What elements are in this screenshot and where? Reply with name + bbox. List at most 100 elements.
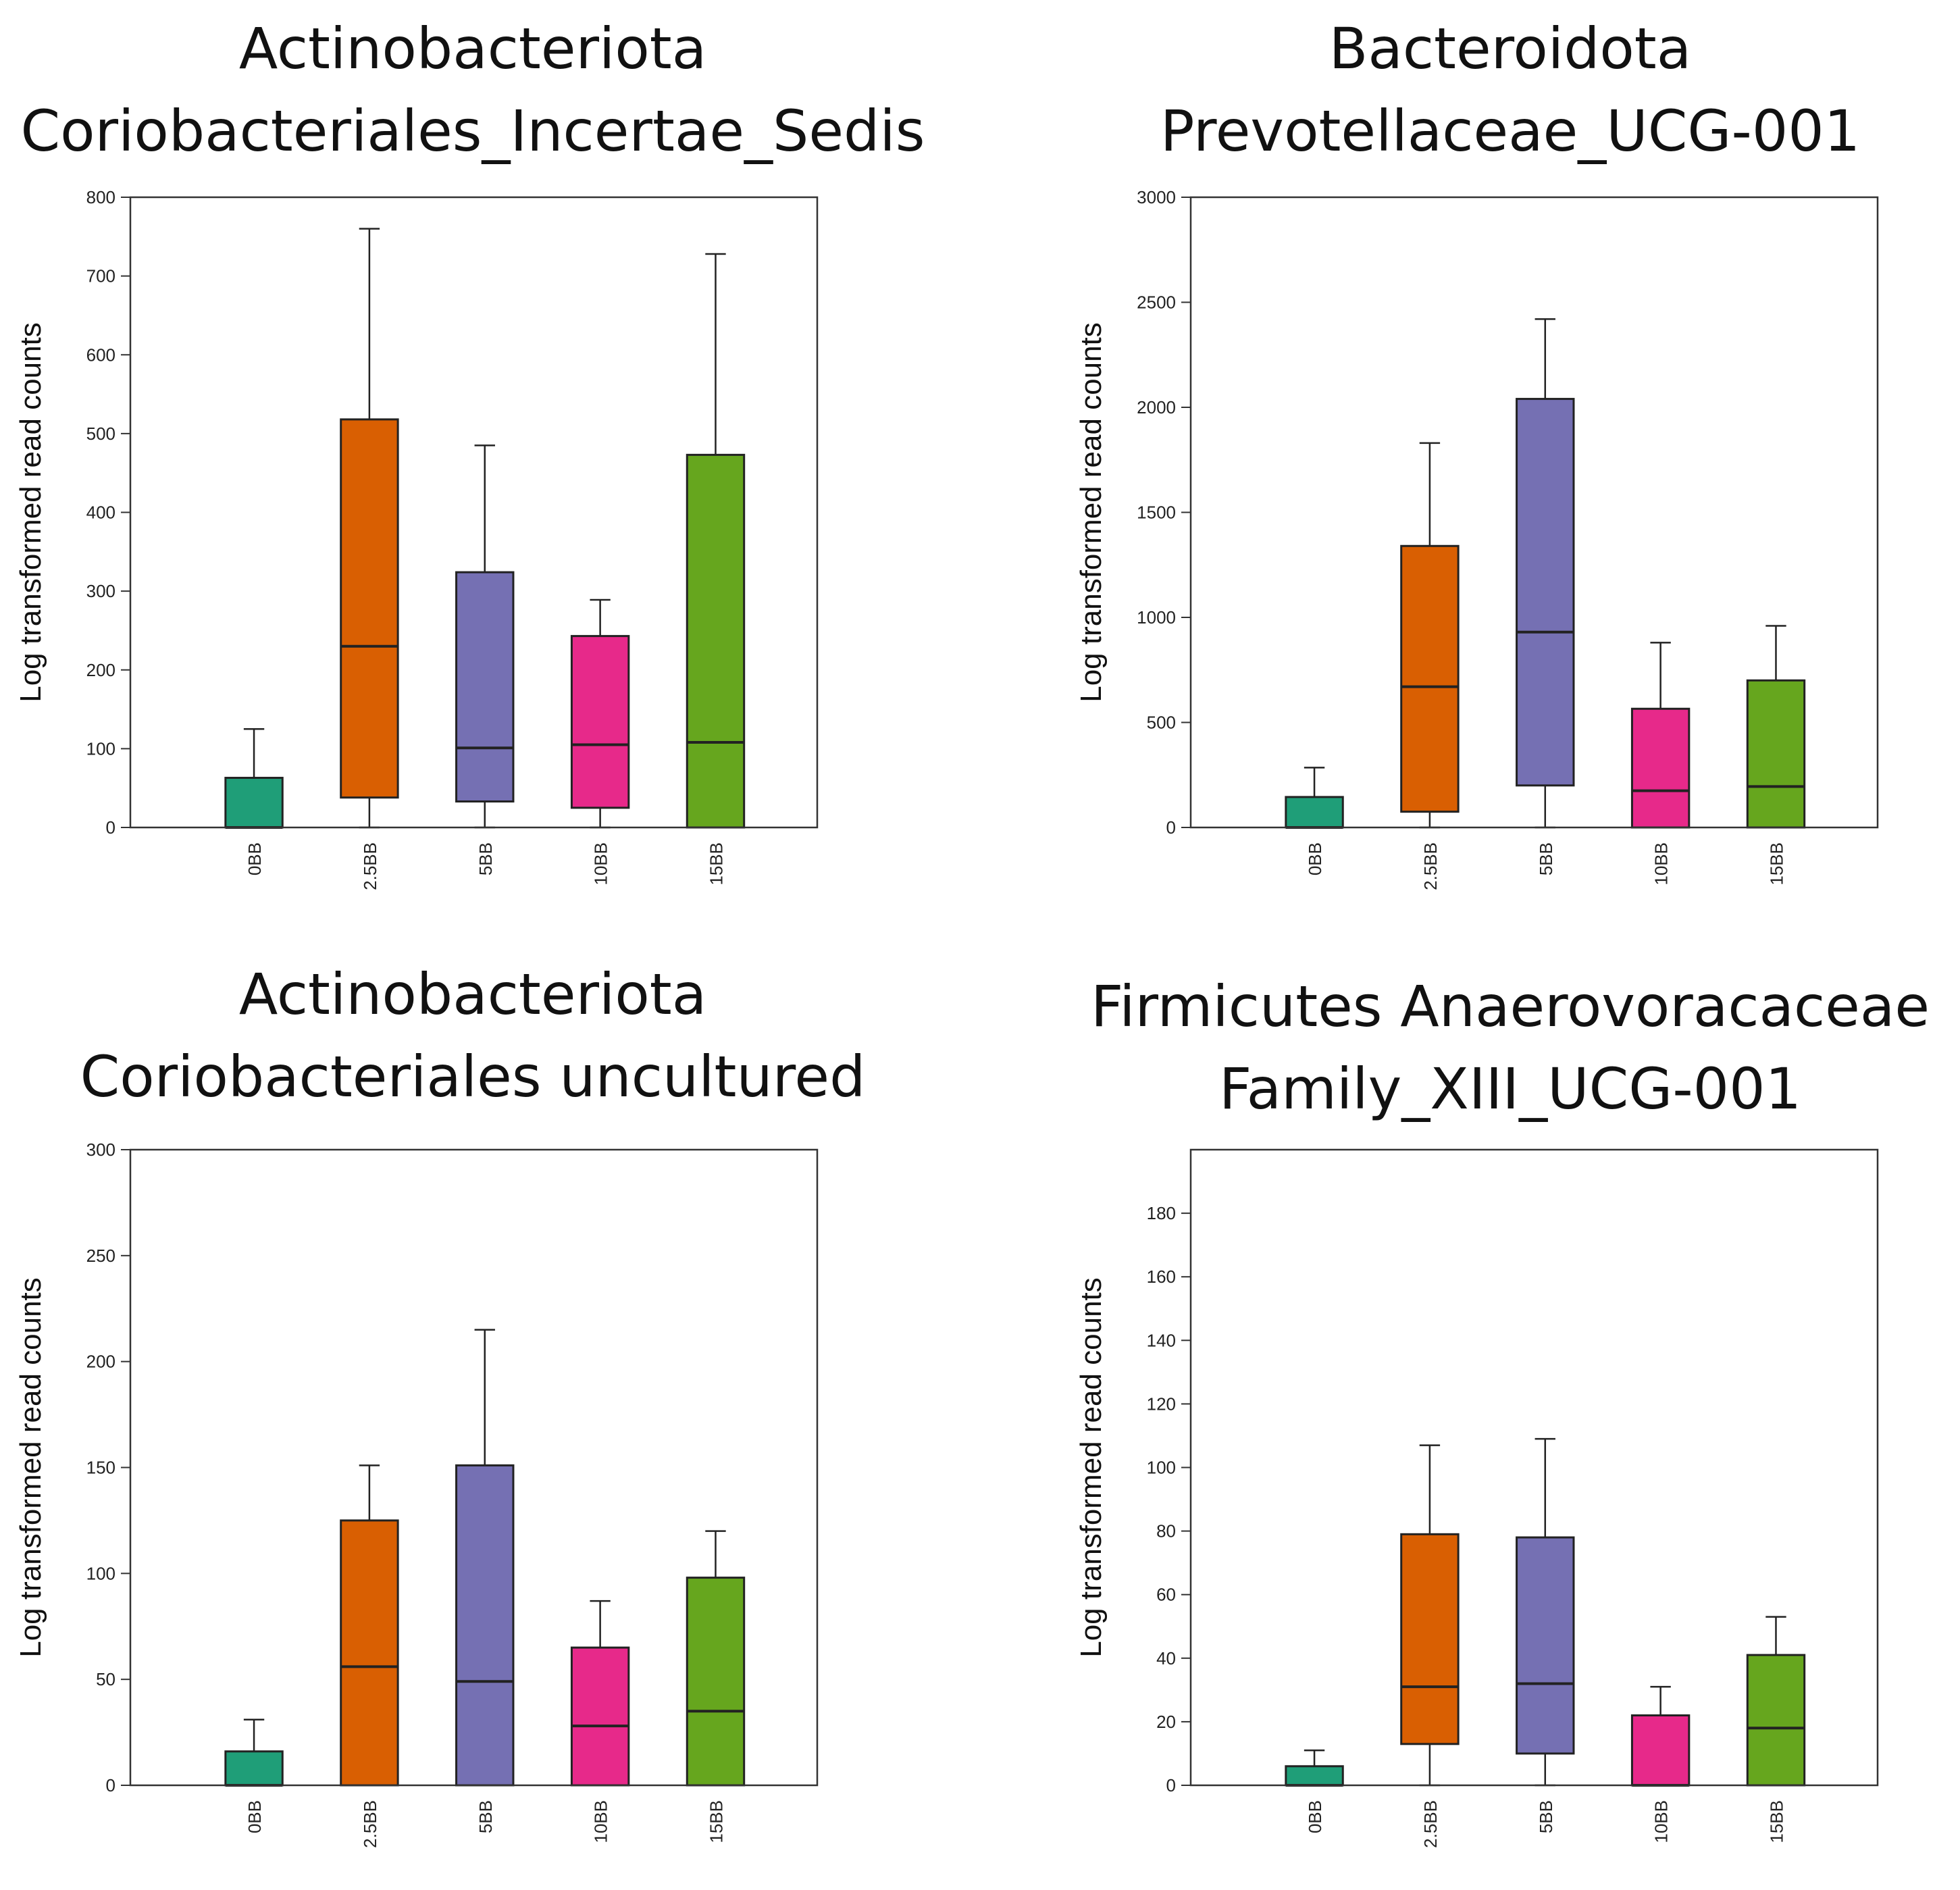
box-5BB [455,1464,515,1787]
y-tick-label: 0 [1166,1775,1176,1795]
box-15BB [686,453,746,829]
x-tick-label: 5BB [1536,842,1556,875]
y-tick-label: 0 [106,817,115,838]
x-tick-label: 5BB [475,1800,496,1833]
box-15BB [686,1577,746,1787]
x-tick-label: 10BB [1651,1800,1672,1843]
y-tick-label: 200 [86,1352,115,1372]
y-tick-label: 300 [86,1140,115,1160]
chart-panel-3: Actinobacteriota Coriobacteriales uncult… [0,946,946,1890]
x-tick-label: 10BB [1651,842,1672,886]
y-tick-label: 100 [1147,1458,1176,1478]
y-tick-label: 800 [86,187,115,207]
chart-panel-4: Firmicutes Anaerovoracaceae Family_XIII_… [1060,946,1960,1890]
chart-title-2: Bacteroidota Prevotellaceae_UCG-001 [1060,8,1960,173]
box-5BB [1516,1536,1575,1755]
x-tick-label: 2.5BB [360,1800,380,1848]
chart-panel-1: Actinobacteriota Coriobacteriales_Incert… [0,0,946,932]
chart-title-line: Coriobacteriales_Incertae_Sedis [20,97,925,164]
box-0BB [224,1750,284,1787]
box-10BB [1630,707,1691,829]
y-axis-label: Log transformed read counts [1075,322,1108,703]
chart-title-line: Actinobacteriota [238,16,707,82]
y-tick-label: 200 [86,660,115,680]
y-tick-label: 500 [1147,713,1176,733]
chart-title-line: Firmicutes Anaerovoracaceae [1091,973,1930,1040]
y-tick-label: 180 [1147,1203,1176,1223]
y-tick-label: 60 [1156,1585,1176,1605]
y-tick-label: 2500 [1137,292,1176,313]
x-tick-label: 0BB [244,842,265,875]
x-tick-label: 5BB [1536,1800,1556,1833]
box-0BB [224,777,284,829]
y-tick-label: 120 [1147,1394,1176,1414]
y-tick-label: 1000 [1137,607,1176,628]
boxplot-1: Log transformed read counts 0 100 200 300 400… [14,187,819,890]
y-axis-label: Log transformed read counts [14,322,47,703]
box-10BB [1630,1714,1691,1787]
box-2.5BB [1400,1533,1460,1745]
chart-panel-2: Bacteroidota Prevotellaceae_UCG-001 Log … [1060,0,1960,932]
box-10BB [570,1646,630,1787]
box-5BB [455,571,515,803]
x-tick-label: 2.5BB [1420,842,1441,890]
y-tick-label: 40 [1156,1648,1176,1668]
box-0BB [1285,1765,1344,1787]
chart-title-3: Actinobacteriota Coriobacteriales uncult… [0,954,946,1119]
plot-frame [1189,1148,1879,1787]
y-tick-label: 700 [86,266,115,286]
x-tick-label: 15BB [1766,842,1786,886]
box-2.5BB [1400,544,1460,813]
y-tick-label: 100 [86,738,115,759]
x-tick-label: 0BB [1305,842,1325,875]
y-tick-label: 100 [86,1563,115,1583]
chart-title-1: Actinobacteriota Coriobacteriales_Incert… [0,8,946,173]
box-15BB [1746,679,1806,829]
chart-title-line: Bacteroidota [1329,16,1692,82]
chart-title-4: Firmicutes Anaerovoracaceae Family_XIII_… [1060,966,1960,1131]
y-tick-label: 50 [96,1669,115,1689]
box-15BB [1746,1654,1806,1787]
chart-title-line: Coriobacteriales uncultured [80,1043,866,1110]
plot-frame [1189,196,1879,829]
boxplot-3: Log transformed read counts 0 50 100 150 200 2… [14,1140,819,1848]
x-tick-label: 10BB [591,842,611,886]
y-axis-label: Log transformed read counts [14,1277,47,1658]
y-tick-label: 160 [1147,1267,1176,1287]
y-tick-label: 0 [106,1775,115,1795]
y-tick-label: 2000 [1137,397,1176,417]
plot-frame [129,1148,819,1787]
box-0BB [1285,796,1344,829]
chart-title-line: Prevotellaceae_UCG-001 [1160,97,1861,164]
y-tick-label: 150 [86,1458,115,1478]
boxplot-4: Log transformed read counts 0 20 40 60 80 100 1… [1075,1148,1879,1848]
x-tick-label: 0BB [244,1800,265,1833]
y-tick-label: 600 [86,344,115,365]
boxplot-2: Log transformed read counts 0 500 1000 1500 2… [1075,187,1879,890]
y-tick-label: 3000 [1137,187,1176,207]
y-tick-label: 300 [86,581,115,601]
x-tick-label: 10BB [591,1800,611,1843]
box-5BB [1516,398,1575,787]
x-tick-label: 5BB [475,842,496,875]
x-tick-label: 15BB [1766,1800,1786,1843]
y-tick-label: 20 [1156,1712,1176,1732]
y-tick-label: 400 [86,503,115,523]
y-tick-label: 1500 [1137,503,1176,523]
chart-title-line: Actinobacteriota [238,961,707,1027]
y-tick-label: 80 [1156,1521,1176,1541]
plot-frame [129,196,819,829]
x-tick-label: 15BB [706,842,726,886]
x-tick-label: 0BB [1305,1800,1325,1833]
y-tick-label: 500 [86,424,115,444]
y-tick-label: 0 [1166,817,1176,838]
y-tick-label: 140 [1147,1330,1176,1350]
box-2.5BB [340,418,399,799]
y-tick-label: 250 [86,1246,115,1266]
chart-title-line: Family_XIII_UCG-001 [1218,1055,1802,1122]
box-2.5BB [340,1519,399,1787]
x-tick-label: 2.5BB [1420,1800,1441,1848]
box-10BB [570,635,630,809]
y-axis-label: Log transformed read counts [1075,1277,1108,1658]
x-tick-label: 15BB [706,1800,726,1843]
